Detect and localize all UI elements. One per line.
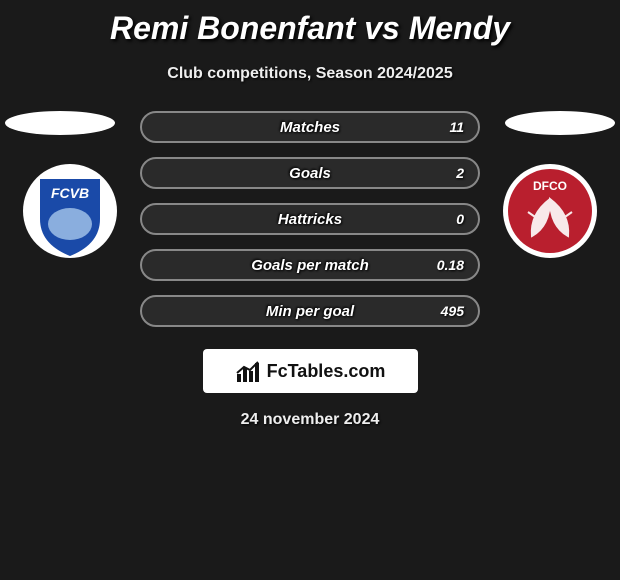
stat-value-right: 0 <box>456 211 464 227</box>
stat-value-right: 11 <box>449 119 464 135</box>
stat-row: Min per goal 495 <box>140 295 480 327</box>
brand-box[interactable]: FcTables.com <box>203 349 418 393</box>
stat-value-right: 0.18 <box>437 257 464 273</box>
crest-text-left: FCVB <box>51 185 89 201</box>
stat-row: Goals per match 0.18 <box>140 249 480 281</box>
brand-text: FcTables.com <box>267 361 386 382</box>
stat-label: Min per goal <box>266 303 354 320</box>
crest-graphic-left <box>48 208 92 240</box>
stat-value-right: 2 <box>456 165 464 181</box>
stat-label: Goals <box>289 165 331 182</box>
snapshot-date: 24 november 2024 <box>0 411 620 429</box>
stat-label: Goals per match <box>251 257 369 274</box>
club-crest-left: FCVB <box>20 164 120 259</box>
stat-row: Goals 2 <box>140 157 480 189</box>
player-ellipse-right <box>505 111 615 135</box>
stat-row: Hattricks 0 <box>140 203 480 235</box>
club-crest-right: DFCO <box>500 164 600 259</box>
stat-label: Matches <box>280 119 340 136</box>
crest-text-right: DFCO <box>533 179 567 193</box>
stat-row: Matches 11 <box>140 111 480 143</box>
player-ellipse-left <box>5 111 115 135</box>
page-title: Remi Bonenfant vs Mendy <box>0 0 620 47</box>
page-subtitle: Club competitions, Season 2024/2025 <box>0 65 620 83</box>
bars-icon <box>235 360 261 382</box>
stat-value-right: 495 <box>441 303 464 319</box>
comparison-content: FCVB DFCO Matches 11 Goals 2 Hattricks 0 Goals… <box>0 111 620 429</box>
stats-list: Matches 11 Goals 2 Hattricks 0 Goals per match… <box>140 111 480 327</box>
stat-label: Hattricks <box>278 211 342 228</box>
